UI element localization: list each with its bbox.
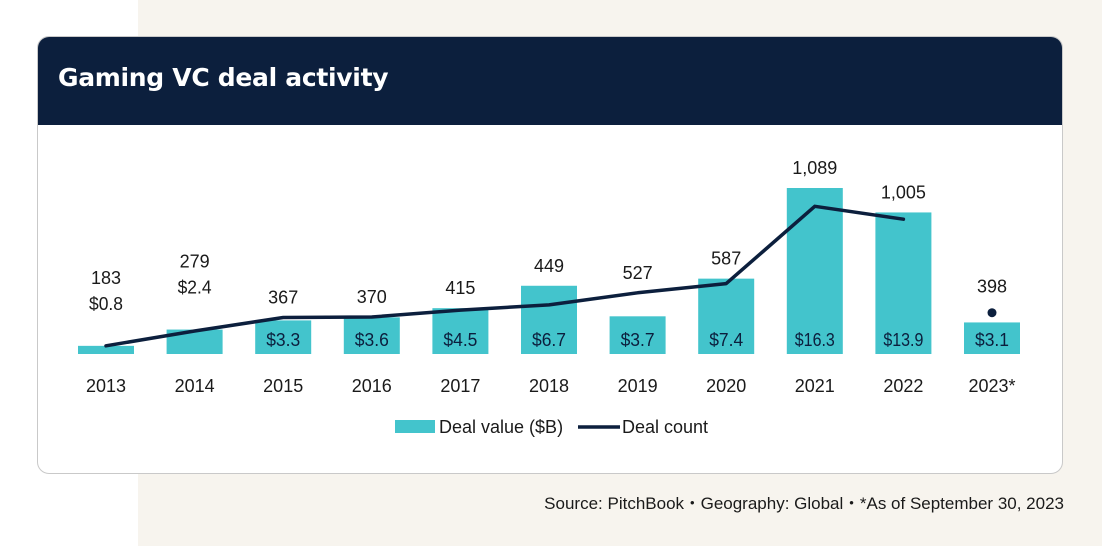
deal-count-label-2015: 367 [268,287,298,307]
bar-value-label-2019: $3.7 [621,330,655,350]
x-tick-label-2020: 2020 [706,376,746,396]
x-tick-label-2014: 2014 [175,376,215,396]
legend-line-label: Deal count [622,417,708,437]
x-tick-label-2013: 2013 [86,376,126,396]
chart-header: Gaming VC deal activity [38,37,1062,125]
bar-value-label-2016: $3.6 [355,330,389,350]
deal-count-label-2018: 449 [534,256,564,276]
x-tick-label-2016: 2016 [352,376,392,396]
deal-count-label-2014: 279 [180,252,210,272]
deal-count-line [104,204,906,348]
bar-value-label-2014: $2.4 [178,278,212,298]
bar-2016 [343,317,400,354]
deal-count-label-2019: 527 [623,263,653,283]
bar-2017 [432,308,489,354]
source-text: Source: PitchBook [544,494,685,513]
legend-bar-label: Deal value ($B) [439,417,563,437]
bar-value-label-2013: $0.8 [89,294,123,314]
deal-count-point-2023 [987,308,997,318]
source-note: Source: PitchBook • Geography: Global • *As … [544,494,1064,514]
deal-count-label-2013: 183 [91,268,121,288]
deal-count-label-2022: 1,005 [881,182,926,202]
deal-count-label-2017: 415 [445,278,475,298]
bar-2020 [698,278,755,354]
bar-value-label-2018: $6.7 [532,330,566,350]
x-tick-label-2023*: 2023* [968,376,1015,396]
as-of-text: *As of September 30, 2023 [859,494,1064,513]
bar-value-label-2017: $4.5 [443,330,477,350]
bar-value-label-2021: $16.3 [795,330,835,350]
bar-value-label-2020: $7.4 [709,330,743,350]
x-tick-label-2022: 2022 [883,376,923,396]
deal-count-label-2023*: 398 [977,277,1007,297]
x-tick-label-2018: 2018 [529,376,569,396]
separator-dot: • [690,495,695,510]
legend-bar-swatch [395,420,435,433]
separator-dot: • [849,495,854,510]
geography-text: Geography: Global [700,494,844,513]
bar-2015 [255,320,312,354]
bar-value-label-2015: $3.3 [266,330,300,350]
x-tick-label-2019: 2019 [618,376,658,396]
bar-2022 [875,212,932,354]
bar-value-label-2023*: $3.1 [975,330,1009,350]
x-tick-label-2015: 2015 [263,376,303,396]
bar-2021 [786,188,843,354]
bar-value-label-2022: $13.9 [883,330,923,350]
x-tick-label-2021: 2021 [795,376,835,396]
x-tick-label-2017: 2017 [440,376,480,396]
deal-count-label-2021: 1,089 [792,158,837,178]
bar-2019 [609,316,666,354]
deal-count-label-2016: 370 [357,287,387,307]
bar-2013 [78,345,134,354]
chart-title: Gaming VC deal activity [58,63,389,92]
bar-2018 [521,285,577,354]
deal-count-label-2020: 587 [711,249,741,269]
bar-2023* [964,322,1020,354]
